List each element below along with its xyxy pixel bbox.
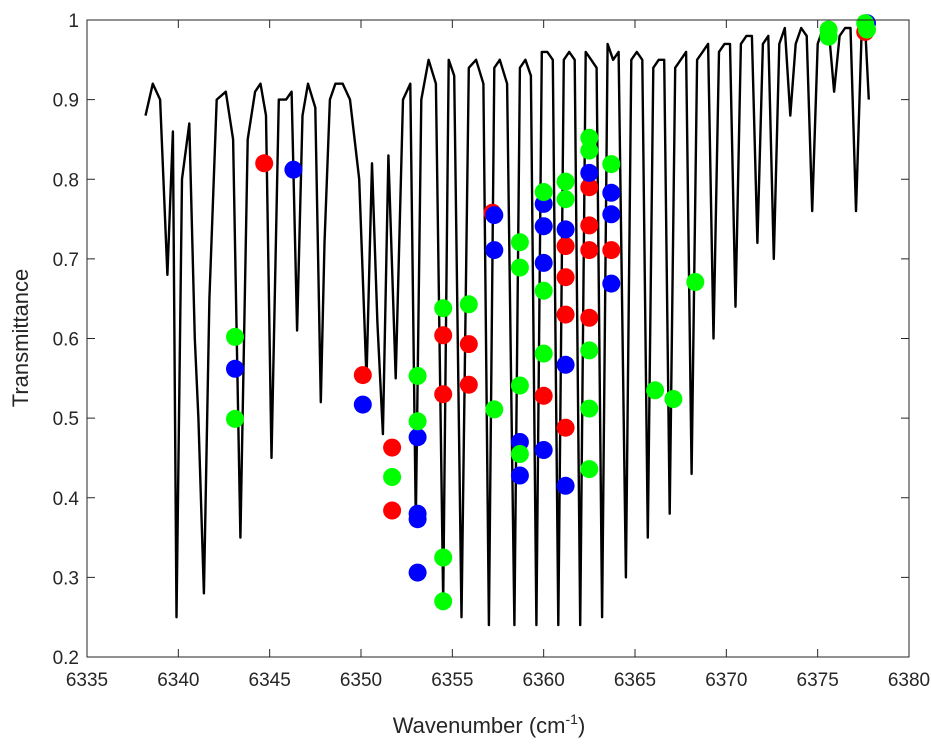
- y-tick-label: 0.6: [53, 330, 79, 351]
- red-point: [580, 241, 599, 260]
- x-tick-label: 6350: [340, 670, 382, 691]
- blue-point: [226, 359, 244, 378]
- spectrum-layer: [144, 26, 870, 627]
- x-tick-label: 6360: [523, 670, 565, 691]
- y-tick-label: 1: [68, 11, 79, 32]
- green-point: [383, 468, 402, 486]
- blue-point: [602, 183, 621, 202]
- green-point: [580, 341, 599, 360]
- blue-point: [485, 241, 504, 260]
- green-point: [819, 27, 838, 46]
- green-point: [646, 381, 665, 400]
- y-tick-label: 0.3: [53, 568, 79, 589]
- red-point: [556, 237, 575, 256]
- red-point: [434, 385, 453, 404]
- y-tick-label: 0.2: [53, 648, 79, 669]
- blue-point: [353, 395, 372, 414]
- blue-point: [408, 428, 427, 447]
- green-point: [534, 344, 553, 363]
- green-point: [510, 376, 529, 395]
- spectrum-line: [144, 26, 870, 627]
- blue-point: [556, 355, 575, 374]
- x-tick-label: 6370: [705, 670, 747, 691]
- y-axis-title: Transmittance: [8, 269, 33, 408]
- green-point: [510, 233, 529, 252]
- y-tick-label: 0.7: [53, 250, 79, 271]
- x-axis-title: Wavenumber (cm-1): [393, 711, 586, 738]
- green-point: [226, 327, 244, 346]
- y-tick-label: 0.8: [53, 170, 79, 191]
- red-point: [459, 375, 478, 394]
- blue-point: [408, 510, 427, 529]
- blue-point: [408, 563, 427, 582]
- green-point: [434, 592, 453, 611]
- x-tick-label: 6355: [431, 670, 473, 691]
- green-point: [510, 258, 529, 277]
- x-tick-label: 6375: [797, 670, 839, 691]
- green-point: [602, 155, 621, 174]
- blue-point: [510, 466, 529, 485]
- red-point: [255, 154, 274, 173]
- green-point: [580, 141, 599, 160]
- green-point: [534, 183, 553, 201]
- green-point: [459, 295, 478, 314]
- plot-area: [87, 20, 909, 657]
- green-point: [556, 172, 575, 191]
- red-point: [556, 418, 575, 437]
- y-tick-label: 0.9: [53, 91, 79, 112]
- green-point: [686, 273, 705, 291]
- x-axis: 6335 6340 6345 6350 6355 6360 6365 6370 6375 6380: [66, 20, 930, 691]
- x-tick-label: 6340: [157, 670, 199, 691]
- x-axis-title-superscript: -1: [566, 711, 579, 727]
- x-tick-label: 6335: [66, 670, 108, 691]
- green-point: [408, 366, 427, 385]
- blue-point: [602, 274, 621, 293]
- green-point: [510, 445, 529, 463]
- y-axis: 0.2 0.3 0.4 0.5 0.6 0.7 0.8 0.9 1: [53, 11, 909, 669]
- green-point: [434, 299, 453, 318]
- blue-point: [284, 160, 303, 179]
- blue-point: [534, 253, 553, 272]
- blue-point: [602, 205, 621, 224]
- red-point: [556, 268, 575, 287]
- red-point: [580, 216, 599, 235]
- green-point: [434, 548, 453, 567]
- blue-point: [580, 163, 599, 182]
- red-point: [556, 305, 575, 324]
- green-point: [226, 409, 244, 428]
- red-point: [383, 501, 402, 520]
- green-point: [534, 281, 553, 300]
- green-point: [556, 190, 575, 209]
- green-point: [580, 399, 599, 418]
- red-point: [602, 241, 621, 260]
- green-point: [664, 390, 683, 408]
- blue-point: [556, 476, 575, 495]
- x-axis-title-main: Wavenumber (cm: [393, 713, 566, 738]
- blue-point: [556, 220, 575, 239]
- red-point: [580, 178, 599, 197]
- green-point: [858, 20, 876, 39]
- green-point: [485, 400, 504, 419]
- x-tick-label: 6345: [249, 670, 291, 691]
- x-tick-label: 6365: [614, 670, 656, 691]
- y-tick-label: 0.4: [53, 489, 80, 510]
- red-point: [434, 326, 453, 345]
- blue-point: [534, 441, 553, 459]
- red-point: [459, 335, 478, 354]
- green-point: [580, 128, 599, 147]
- blue-point: [485, 206, 504, 225]
- red-point: [383, 438, 402, 457]
- red-point: [580, 308, 599, 327]
- red-point: [353, 366, 372, 385]
- x-tick-label: 6380: [888, 670, 930, 691]
- red-point: [534, 386, 553, 405]
- blue-point: [534, 217, 553, 236]
- x-axis-title-suffix: ): [578, 713, 585, 738]
- y-tick-label: 0.5: [53, 409, 79, 430]
- green-point: [408, 412, 427, 431]
- point-layer: [226, 14, 876, 611]
- green-point: [580, 460, 599, 479]
